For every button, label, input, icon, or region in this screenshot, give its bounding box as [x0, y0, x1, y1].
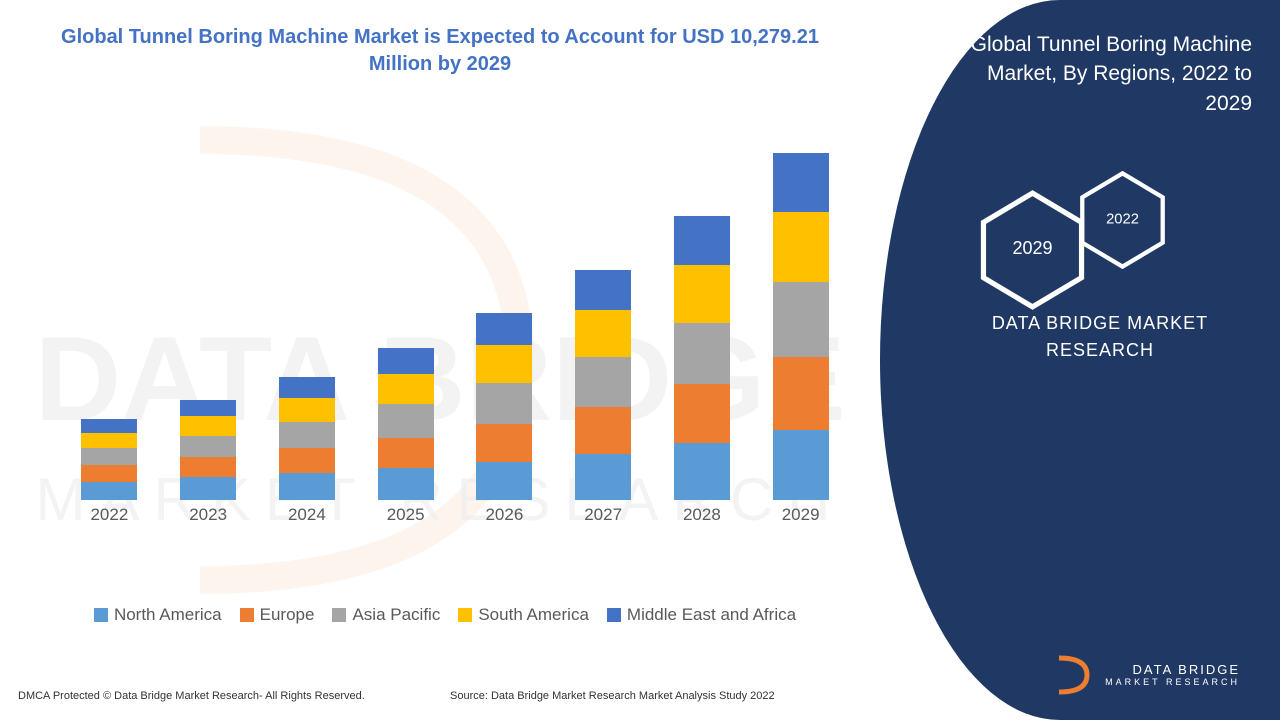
bar-2029 [773, 153, 829, 500]
seg-middle-east-and-africa [378, 348, 434, 374]
xlabel: 2022 [81, 505, 137, 525]
seg-north-america [575, 454, 631, 500]
legend-label: Asia Pacific [352, 605, 440, 625]
xlabel: 2029 [773, 505, 829, 525]
footer-source: Source: Data Bridge Market Research Mark… [450, 690, 775, 702]
legend-swatch [240, 608, 254, 622]
seg-south-america [279, 398, 335, 422]
bar-2028 [674, 216, 730, 500]
seg-north-america [674, 443, 730, 500]
seg-europe [378, 438, 434, 468]
hex-2022: 2022 [1079, 171, 1165, 269]
seg-europe [279, 448, 335, 472]
hex-label-2029: 2029 [980, 238, 1085, 259]
seg-middle-east-and-africa [81, 419, 137, 433]
seg-europe [476, 424, 532, 462]
footer-logo: DATA BRIDGE MARKET RESEARCH [1049, 652, 1240, 698]
xlabel: 2023 [180, 505, 236, 525]
xlabel: 2025 [378, 505, 434, 525]
seg-north-america [180, 477, 236, 500]
xlabel: 2026 [476, 505, 532, 525]
seg-asia-pacific [279, 422, 335, 448]
page-root: DATA BRIDGE MARKET RESEARCH Global Tunne… [0, 0, 1280, 720]
seg-south-america [674, 265, 730, 323]
chart-title: Global Tunnel Boring Machine Market is E… [0, 0, 880, 88]
seg-south-america [180, 416, 236, 436]
seg-middle-east-and-africa [476, 313, 532, 345]
bar-2025 [378, 348, 434, 500]
seg-middle-east-and-africa [674, 216, 730, 265]
chart-area: Global Tunnel Boring Machine Market is E… [0, 0, 880, 720]
logo-mark-icon [1049, 652, 1095, 698]
xlabel: 2027 [575, 505, 631, 525]
seg-europe [773, 357, 829, 430]
seg-south-america [81, 433, 137, 448]
bar-2024 [279, 377, 335, 500]
legend-swatch [94, 608, 108, 622]
seg-asia-pacific [378, 404, 434, 437]
hex-label-2022: 2022 [1079, 210, 1165, 227]
seg-asia-pacific [773, 282, 829, 357]
x-axis-labels: 2022 2023 2024 2025 2026 2027 2028 2029 [60, 505, 850, 525]
seg-asia-pacific [476, 383, 532, 424]
seg-asia-pacific [674, 323, 730, 384]
logo-text-bottom: MARKET RESEARCH [1105, 677, 1240, 688]
legend-label: North America [114, 605, 222, 625]
seg-europe [575, 407, 631, 454]
legend-item: Middle East and Africa [607, 605, 796, 625]
legend: North America Europe Asia Pacific South Ame… [30, 605, 860, 625]
xlabel: 2028 [674, 505, 730, 525]
legend-item: Asia Pacific [332, 605, 440, 625]
seg-north-america [773, 430, 829, 500]
legend-label: South America [478, 605, 589, 625]
footer-copyright: DMCA Protected © Data Bridge Market Rese… [18, 690, 365, 702]
seg-middle-east-and-africa [180, 400, 236, 417]
legend-label: Middle East and Africa [627, 605, 796, 625]
xlabel: 2024 [279, 505, 335, 525]
bar-2023 [180, 400, 236, 500]
chart-wrap: 2022 2023 2024 2025 2026 2027 2028 2029 [60, 150, 850, 540]
seg-north-america [476, 462, 532, 500]
seg-north-america [81, 482, 137, 500]
seg-europe [180, 457, 236, 477]
bar-2026 [476, 313, 532, 500]
seg-asia-pacific [81, 448, 137, 465]
seg-europe [81, 465, 137, 482]
hex-2029: 2029 [980, 190, 1085, 310]
legend-swatch [332, 608, 346, 622]
hex-group: 2029 2022 [980, 160, 1200, 300]
seg-south-america [378, 374, 434, 404]
seg-south-america [575, 310, 631, 357]
seg-middle-east-and-africa [279, 377, 335, 398]
legend-item: South America [458, 605, 589, 625]
legend-item: Europe [240, 605, 315, 625]
seg-asia-pacific [180, 436, 236, 457]
legend-item: North America [94, 605, 222, 625]
legend-swatch [607, 608, 621, 622]
seg-north-america [279, 473, 335, 500]
stacked-bar-plot [60, 150, 850, 500]
legend-label: Europe [260, 605, 315, 625]
panel-title: Global Tunnel Boring Machine Market, By … [950, 30, 1252, 118]
brand-text: DATA BRIDGE MARKET RESEARCH [950, 310, 1250, 364]
legend-swatch [458, 608, 472, 622]
seg-south-america [476, 345, 532, 383]
seg-middle-east-and-africa [575, 270, 631, 310]
bar-2027 [575, 270, 631, 500]
seg-north-america [378, 468, 434, 500]
seg-middle-east-and-africa [773, 153, 829, 212]
logo-text: DATA BRIDGE MARKET RESEARCH [1105, 662, 1240, 688]
bar-2022 [81, 419, 137, 500]
seg-asia-pacific [575, 357, 631, 407]
seg-south-america [773, 212, 829, 282]
right-panel: Global Tunnel Boring Machine Market, By … [880, 0, 1280, 720]
seg-europe [674, 384, 730, 443]
logo-text-top: DATA BRIDGE [1105, 662, 1240, 678]
